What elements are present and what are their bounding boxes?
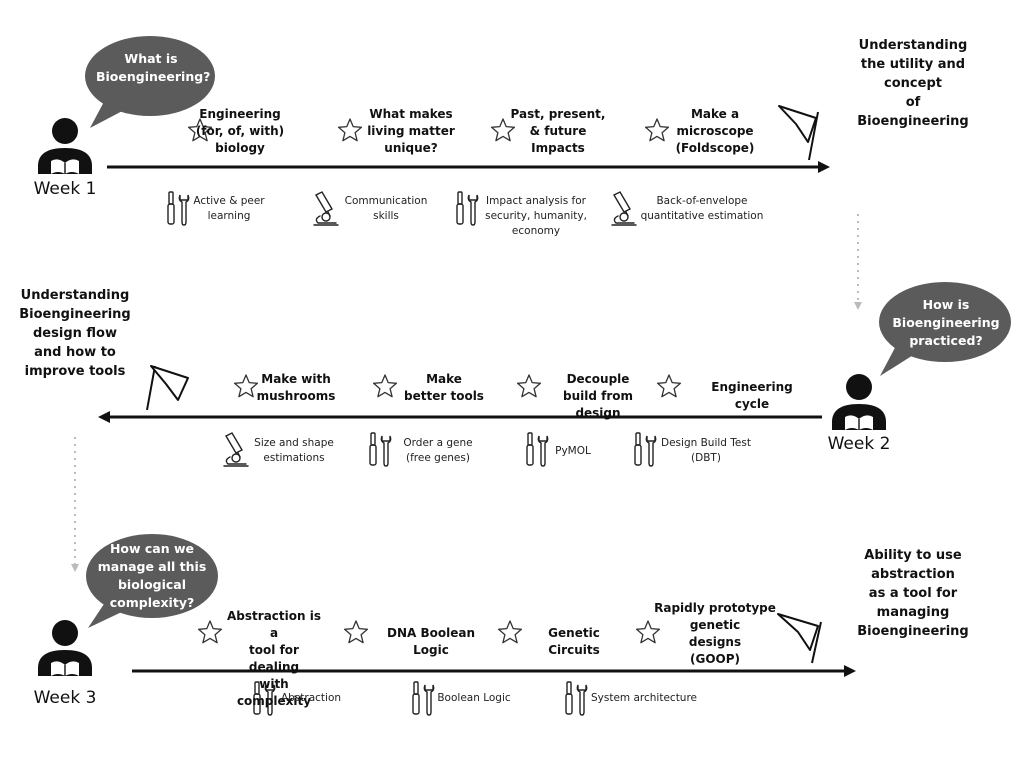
question-week1: What is Bioengineering? bbox=[96, 51, 211, 84]
star-icon bbox=[337, 118, 363, 142]
tools-icon bbox=[369, 432, 392, 467]
star-icon bbox=[187, 118, 213, 142]
skill-week2-4: Design Build Test (DBT) bbox=[661, 437, 751, 464]
week2-label: Week 2 bbox=[827, 434, 891, 454]
timeline-arrow-week2 bbox=[98, 411, 822, 423]
reader-person-icon bbox=[38, 118, 92, 174]
timeline-arrow-week3 bbox=[132, 665, 856, 677]
star-icon bbox=[197, 620, 223, 644]
star-icon bbox=[516, 374, 542, 398]
outcome-week1: Understanding the utility and concept of… bbox=[857, 38, 969, 129]
outcome-week2: Understanding Bioengineering design flow… bbox=[19, 288, 131, 379]
skill-week3-1: Abstraction bbox=[280, 692, 342, 704]
star-icon bbox=[635, 620, 661, 644]
topic-week1-2: What makes living matter unique? bbox=[367, 107, 455, 155]
reader-person-icon bbox=[38, 620, 92, 676]
topic-week3-2: DNA Boolean Logic bbox=[387, 626, 475, 657]
question-bubble-week2 bbox=[879, 282, 1011, 376]
skill-week3-2: Boolean Logic bbox=[437, 692, 511, 704]
tools-icon bbox=[253, 681, 276, 716]
finish-flag-icon bbox=[778, 105, 819, 161]
microscope-icon bbox=[611, 191, 637, 226]
topic-week2-2: Make better tools bbox=[404, 372, 484, 403]
finish-flag-icon bbox=[777, 613, 822, 664]
star-icon bbox=[656, 374, 682, 398]
topic-week3-4: Rapidly prototype genetic designs (GOOP) bbox=[654, 601, 776, 666]
skill-week3-3: System architecture bbox=[590, 692, 698, 704]
tools-icon bbox=[634, 432, 657, 467]
skill-week1-3: Impact analysis for security, humanity, … bbox=[485, 195, 587, 237]
tools-icon bbox=[456, 191, 479, 226]
question-week3: How can we manage all this biological co… bbox=[97, 541, 207, 610]
week1-label: Week 1 bbox=[33, 179, 97, 199]
topic-week1-4: Make a microscope (Foldscope) bbox=[675, 107, 755, 155]
tools-icon bbox=[412, 681, 435, 716]
question-bubble-week3 bbox=[86, 534, 218, 628]
skill-week2-1: Size and shape estimations bbox=[254, 437, 334, 464]
skill-week1-4: Back-of-envelope quantitative estimation bbox=[640, 195, 764, 222]
star-icon bbox=[343, 620, 369, 644]
star-icon bbox=[490, 118, 516, 142]
star-icon bbox=[644, 118, 670, 142]
star-icon bbox=[372, 374, 398, 398]
microscope-icon bbox=[223, 432, 249, 467]
skill-week2-2: Order a gene (free genes) bbox=[403, 437, 473, 464]
timeline-arrow-week1 bbox=[107, 161, 830, 173]
topic-week2-4: Engineering cycle bbox=[711, 380, 793, 411]
topic-week2-3: Decouple build from design bbox=[562, 372, 633, 420]
dotted-connector-1-2 bbox=[854, 214, 862, 310]
dotted-connector-2-3 bbox=[71, 437, 79, 572]
reader-person-icon bbox=[832, 374, 886, 430]
topic-week2-1: Make with mushrooms bbox=[256, 372, 336, 403]
star-icon bbox=[497, 620, 523, 644]
finish-flag-icon bbox=[146, 365, 189, 411]
microscope-icon bbox=[313, 191, 339, 226]
tools-icon bbox=[167, 191, 190, 226]
topic-week3-1: Abstraction is a tool for dealing with c… bbox=[227, 609, 321, 708]
topic-week1-3: Past, present, & future Impacts bbox=[510, 107, 606, 155]
topic-week1-1: Engineering (for, of, with) biology bbox=[195, 107, 285, 155]
star-icon bbox=[233, 374, 259, 398]
question-week2: How is Bioengineering practiced? bbox=[892, 297, 1000, 348]
outcome-week3: Ability to use abstraction as a tool for… bbox=[857, 548, 969, 639]
skill-week1-2: Communication skills bbox=[344, 195, 428, 222]
skill-week2-3: PyMOL bbox=[555, 445, 591, 457]
skill-week1-1: Active & peer learning bbox=[193, 195, 265, 222]
question-bubble-week1 bbox=[85, 36, 215, 128]
topic-week3-3: Genetic Circuits bbox=[548, 626, 600, 657]
tools-icon bbox=[565, 681, 588, 716]
week3-label: Week 3 bbox=[33, 688, 97, 708]
tools-icon bbox=[526, 432, 549, 467]
